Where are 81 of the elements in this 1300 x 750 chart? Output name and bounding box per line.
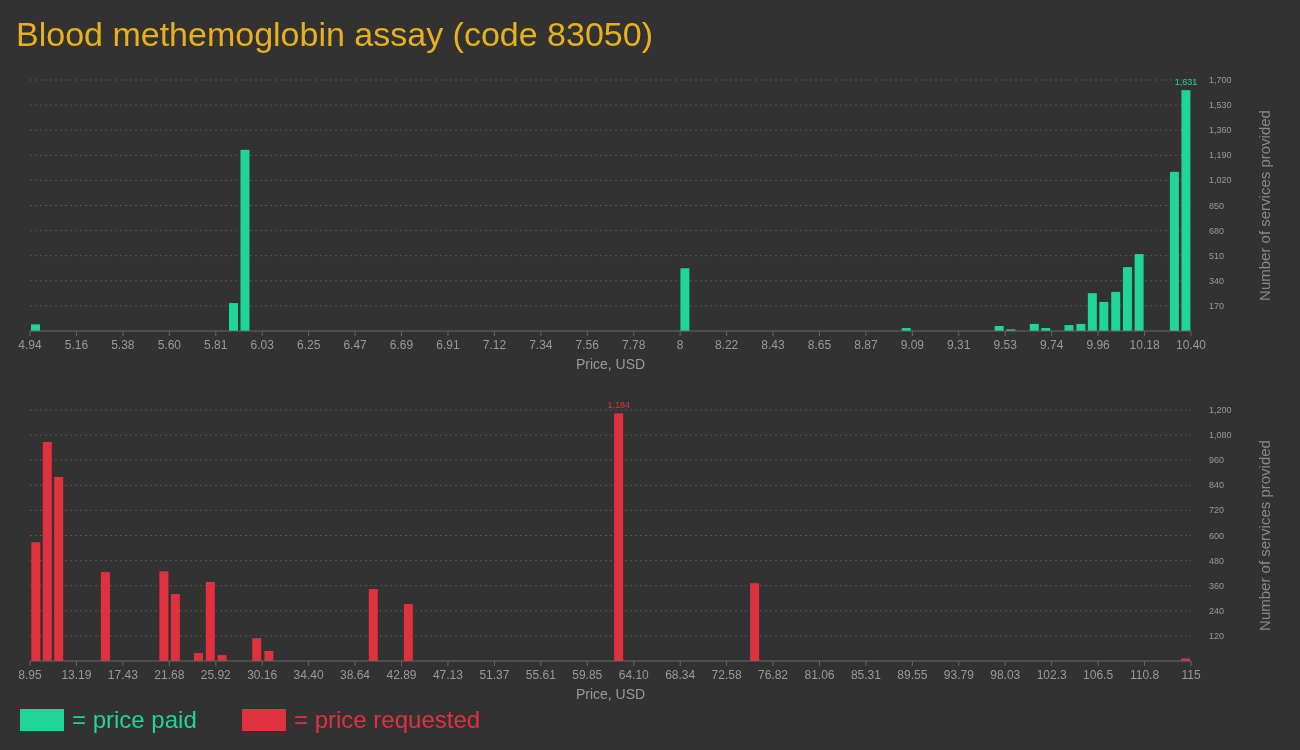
x-tick-label: 17.43	[107, 668, 139, 682]
x-tick-label: 7.56	[575, 338, 600, 352]
x-tick-label: 10.18	[1129, 338, 1160, 352]
y-tick-label: 600	[1209, 530, 1225, 541]
y-tick-label: 1,080	[1209, 430, 1232, 441]
legend-label: = price requested	[294, 706, 481, 733]
x-tick-label: 13.19	[61, 668, 92, 682]
x-tick-label: 64.10	[618, 668, 650, 682]
x-tick-label: 110.8	[1129, 668, 1160, 682]
x-tick-label: 8	[676, 338, 684, 352]
x-axis-title: Price, USD	[575, 356, 646, 372]
x-axis-title: Price, USD	[575, 686, 646, 702]
y-tick-label: 120	[1209, 630, 1225, 641]
y-tick-label: 170	[1209, 300, 1225, 311]
x-tick-label: 76.82	[758, 668, 789, 682]
y-axis-title: Number of services provided	[1256, 110, 1273, 301]
x-tick-label: 102.3	[1036, 668, 1068, 682]
x-tick-label: 68.34	[665, 668, 696, 682]
x-tick-label: 8.22	[714, 338, 739, 352]
x-tick-label: 115	[1181, 668, 1201, 682]
x-tick-label: 81.06	[804, 668, 835, 682]
legend-label: = price paid	[72, 706, 197, 733]
x-tick-label: 59.85	[572, 668, 603, 682]
y-tick-label: 840	[1209, 480, 1225, 491]
y-tick-label: 1,530	[1209, 100, 1232, 111]
x-tick-label: 98.03	[990, 668, 1021, 682]
y-tick-label: 1,360	[1209, 125, 1232, 136]
x-tick-label: 25.92	[200, 668, 232, 682]
y-axis-title: Number of services provided	[1256, 440, 1273, 631]
x-tick-label: 6.25	[296, 338, 321, 352]
x-tick-label: 8.43	[761, 338, 786, 352]
x-tick-label: 21.68	[154, 668, 185, 682]
y-tick-label: 360	[1209, 580, 1225, 591]
x-tick-label: 55.61	[525, 668, 557, 682]
x-tick-label: 6.69	[389, 338, 414, 352]
x-tick-label: 106.5	[1083, 668, 1114, 682]
x-tick-label: 9.09	[900, 338, 925, 352]
y-tick-label: 1,020	[1209, 175, 1232, 186]
data-label: 1,631	[1174, 77, 1198, 88]
y-tick-label: 1,190	[1209, 150, 1232, 161]
x-tick-label: 89.55	[897, 668, 928, 682]
x-tick-label: 8.65	[807, 338, 832, 352]
y-tick-label: 850	[1209, 200, 1225, 211]
x-tick-label: 51.37	[479, 668, 510, 682]
x-tick-label: 8.95	[18, 668, 42, 682]
x-tick-label: 72.58	[711, 668, 742, 682]
y-tick-label: 480	[1209, 555, 1225, 566]
x-tick-label: 9.53	[993, 338, 1018, 352]
x-tick-label: 9.74	[1040, 338, 1064, 352]
x-tick-label: 47.13	[432, 668, 464, 682]
x-tick-label: 4.94	[18, 338, 42, 352]
x-tick-label: 38.64	[340, 668, 371, 682]
x-tick-label: 42.89	[386, 668, 417, 682]
y-tick-label: 960	[1209, 455, 1225, 466]
x-tick-label: 6.03	[250, 338, 275, 352]
x-tick-label: 30.16	[247, 668, 278, 682]
x-tick-label: 5.81	[204, 338, 228, 352]
x-tick-label: 85.31	[850, 668, 882, 682]
x-tick-label: 7.12	[482, 338, 507, 352]
x-tick-label: 6.47	[343, 338, 368, 352]
x-tick-label: 10.40	[1175, 338, 1207, 352]
x-tick-label: 34.40	[293, 668, 324, 682]
y-tick-label: 1,200	[1209, 405, 1232, 415]
data-label: 1,184	[607, 400, 630, 411]
x-tick-label: 5.60	[157, 338, 182, 352]
x-tick-label: 5.16	[64, 338, 89, 352]
y-tick-label: 340	[1209, 275, 1225, 286]
x-tick-label: 5.38	[111, 338, 135, 352]
x-tick-label: 7.78	[622, 338, 646, 352]
chart-title: Blood methemoglobin assay (code 83050)	[16, 15, 653, 53]
x-tick-label: 8.87	[854, 338, 878, 352]
x-tick-label: 9.96	[1086, 338, 1111, 352]
x-tick-label: 7.34	[529, 338, 553, 352]
x-tick-label: 93.79	[943, 668, 975, 682]
y-tick-label: 240	[1209, 605, 1225, 616]
x-tick-label: 9.31	[947, 338, 971, 352]
y-tick-label: 510	[1209, 250, 1225, 261]
x-tick-label: 6.91	[436, 338, 460, 352]
y-tick-label: 1,700	[1209, 75, 1232, 85]
y-tick-label: 720	[1209, 505, 1225, 516]
y-tick-label: 680	[1209, 225, 1225, 236]
